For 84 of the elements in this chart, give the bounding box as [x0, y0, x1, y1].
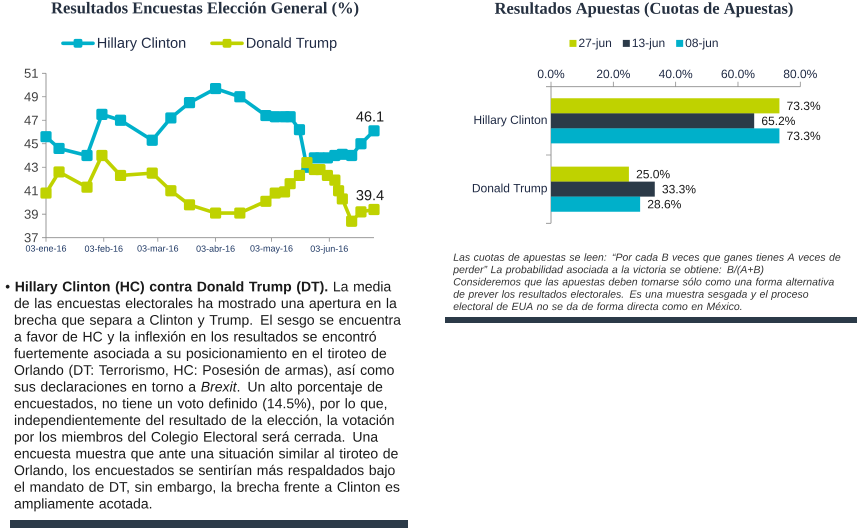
- bar: [551, 128, 780, 144]
- point: [332, 185, 344, 196]
- point: [270, 187, 281, 199]
- point: [355, 138, 367, 150]
- point: [270, 111, 281, 122]
- point: [336, 148, 348, 160]
- data-label: 28.6%: [648, 200, 681, 208]
- point: [165, 112, 176, 124]
- x-tick-label: 03-may-16: [250, 245, 293, 254]
- legend-label: 27-jun: [579, 38, 612, 50]
- y-tick-label: 49: [24, 92, 38, 102]
- data-label: 33.3%: [662, 184, 696, 194]
- point: [284, 111, 296, 122]
- point: [81, 150, 93, 162]
- x-tick-label: 03-abr-16: [196, 245, 235, 252]
- legend-label: Hillary Clinton: [98, 37, 186, 51]
- point: [329, 174, 340, 186]
- x-tick-label: 20.0%: [596, 70, 630, 78]
- data-label: 39.4: [356, 190, 384, 200]
- legend-label: 13-jun: [632, 38, 664, 50]
- x-tick-label: 03-jun-16: [310, 245, 348, 254]
- point: [96, 108, 108, 120]
- y-tick-label: 37: [24, 233, 38, 242]
- x-tick-label: 0.0%: [538, 70, 564, 78]
- point: [210, 82, 222, 94]
- point: [346, 150, 358, 162]
- chart-title: Resultados Encuestas Elección General (%): [51, 2, 358, 17]
- point: [96, 150, 108, 162]
- point: [294, 124, 306, 136]
- data-label: 46.1: [356, 111, 384, 122]
- bar: [551, 166, 629, 182]
- y-tick-label: 39: [24, 210, 38, 219]
- point: [53, 166, 65, 178]
- bar: [551, 98, 780, 114]
- point: [40, 187, 52, 199]
- point: [114, 114, 126, 126]
- x-tick-label: 03-feb-16: [84, 245, 123, 252]
- bar: [551, 113, 754, 128]
- point: [53, 142, 65, 154]
- point: [336, 193, 348, 205]
- x-tick-label: 60.0%: [722, 70, 755, 78]
- x-tick-label: 03-ene-16: [26, 245, 66, 252]
- bar: [551, 182, 655, 197]
- x-tick-label: 80.0%: [784, 70, 817, 78]
- point: [294, 170, 306, 182]
- point: [260, 196, 272, 207]
- x-tick-label: 40.0%: [658, 70, 692, 78]
- data-label: 65.2%: [762, 116, 795, 126]
- y-tick-label: 41: [24, 186, 38, 196]
- bar: [551, 196, 640, 212]
- y-tick-label: 43: [24, 162, 38, 172]
- y-tick-label: 51: [24, 68, 38, 78]
- point: [146, 168, 158, 179]
- point: [346, 216, 358, 227]
- point: [184, 199, 196, 210]
- point: [114, 170, 126, 182]
- data-label: 73.3%: [787, 132, 820, 140]
- point: [234, 91, 246, 102]
- point: [301, 156, 313, 168]
- point: [314, 164, 326, 176]
- legend-label: 08-jun: [686, 38, 718, 50]
- point: [234, 207, 246, 219]
- chart-title: Resultados Apuestas (Cuotas de Apuestas): [494, 2, 793, 18]
- point: [355, 206, 367, 218]
- y-tick-label: 47: [24, 116, 38, 125]
- point: [81, 182, 93, 193]
- data-label: 73.3%: [787, 102, 820, 110]
- text: • Hillary Clinton (HC) contra Donald Trump (DT). La media de las encuestas electorales ha mostrado una apertura en la brecha que separa a Clinton y Trump. El sesgo se encuentra a favor de HC y la inflexión en los resultados se encontró fuertemente asociada a su posicionamiento en el tiroteo de Orlando (DT: Terrorismo, HC: Posesión de armas), así como sus declaraciones en torno a Brexit. Un alto porcentaje de encuestados, no tiene un voto definido (14.5%), por lo que, independientemente del resultado de la elección, la votación por los miembros del Colegio Electoral será cerrada. Una encuesta muestra que ante una situación similar al tiroteo de Orlando, los encuestados se sentirían más respaldados bajo el mandato de DT, sin embargo, la brecha frente a Clinton es ampliamente acotada.: [6, 281, 401, 512]
- text: Las cuotas de apuestas se leen: “Por cada B veces que ganes tienes A veces de perder” La probabilidad asociada a la victoria se obtiene: B/(A+B): [452, 253, 840, 276]
- point: [278, 186, 290, 198]
- point: [210, 207, 222, 219]
- point: [284, 178, 296, 190]
- point: [368, 125, 380, 136]
- y-tick-label: 45: [24, 139, 38, 148]
- point: [165, 185, 176, 196]
- point: [260, 110, 272, 122]
- text: Consideremos que las apuestas deben tomarse sólo como una forma alternativa de prever los resultados electorales. Es una muestra sesgada y el proceso electoral de EUA no se da de forma directa como en México.: [454, 278, 834, 310]
- x-tick-label: 03-mar-16: [137, 245, 178, 252]
- legend-label: Donald Trump: [246, 37, 337, 51]
- point: [368, 204, 380, 216]
- point: [40, 131, 52, 142]
- point: [184, 97, 196, 108]
- data-label: 25.0%: [636, 170, 670, 178]
- point: [146, 134, 158, 146]
